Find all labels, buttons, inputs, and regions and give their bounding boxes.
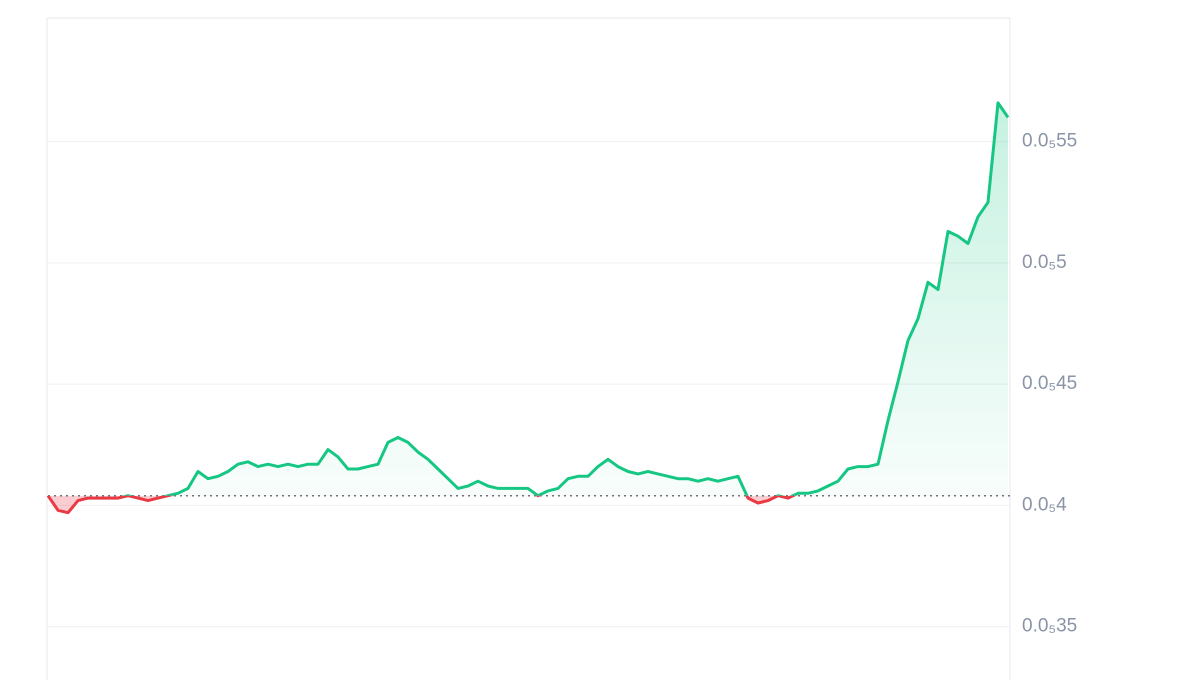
line-up	[47, 101, 1010, 496]
y-tick-label: 0.0₅55	[1022, 131, 1077, 152]
y-tick-label: 0.0₅5	[1022, 252, 1067, 273]
y-tick-label: 0.0₅35	[1022, 616, 1077, 637]
line-down	[46, 495, 797, 515]
y-tick-label: 0.0₅4	[1022, 494, 1067, 515]
area-down	[48, 495, 1008, 513]
y-tick-label: 0.0₅45	[1022, 373, 1077, 394]
area-up	[48, 102, 1008, 496]
